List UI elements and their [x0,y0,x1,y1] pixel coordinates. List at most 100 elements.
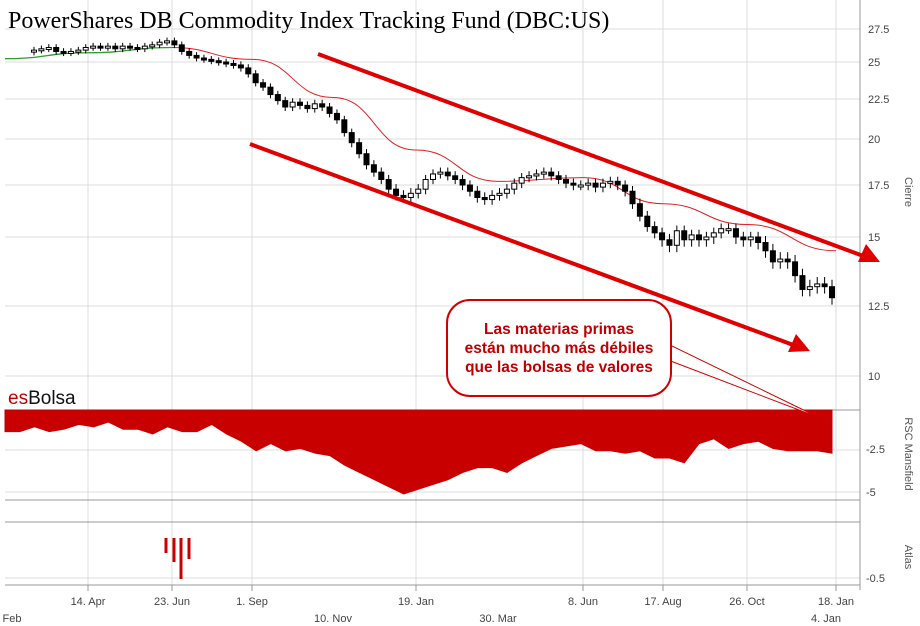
candle-up [607,180,614,184]
brand-name: Bolsa [28,388,76,409]
moving-average-lines [4,46,837,252]
candle-down [829,286,835,299]
candle-up [533,173,540,177]
x-tick-label-top: 18. Jan [818,596,854,608]
candle-down [740,236,747,241]
candle-up [45,46,52,50]
annotation-callout: Las materias primas están mucho más débi… [446,299,672,397]
atlas-bar [179,538,183,574]
candle-up [814,283,821,288]
candle-down [363,153,370,166]
lower-arrow-head [788,334,810,352]
candle-down [356,142,363,155]
candle-up [688,234,695,241]
candle-up [415,188,422,194]
candle-down [252,73,259,84]
rsc-mansfield-area [4,409,833,495]
rsc-area [4,409,833,495]
candle-up [747,236,754,241]
price-tick-label: 25 [868,57,880,69]
candle-up [540,171,547,175]
rsc-axis-label: RSC Mansfield [902,417,914,491]
candle-up [164,40,170,44]
candle-down [614,180,621,186]
x-tick-label-top: 23. Jun [154,596,190,608]
candle-up [496,192,503,196]
candle-up [489,194,496,201]
upper-trend-line [317,52,867,259]
candle-down [304,104,311,110]
candle-down [127,45,134,49]
price-tick-label: 10 [868,371,880,383]
price-axis-label: Cierre [902,177,914,207]
price-tick-label: 27.5 [868,24,889,36]
axis-tick-labels: 10 12.5 15 17.5 20 22.5 25 27.5 -2.5 -5 -0.5 14. Ap… [3,24,890,625]
price-tick-label: 17.5 [868,180,889,192]
candle-down [555,175,562,180]
candle-up [599,182,606,188]
brand-prefix: es [8,388,29,409]
rsc-tick-label: -5 [866,487,876,499]
price-tick-label: 12.5 [868,301,889,313]
rsc-tick-label: -2.5 [866,444,885,456]
candle-down [215,60,222,64]
candle-up [407,192,414,198]
candle-down [237,64,244,69]
candle-down [297,101,303,106]
candle-up [149,44,156,48]
x-tick-label-top: 26. Oct [729,596,764,608]
candle-down [592,182,599,188]
candle-down [245,67,252,75]
candle-down [799,275,806,290]
price-candles [31,37,835,305]
candle-down [282,100,289,108]
candle-down [792,261,799,277]
x-tick-label-bottom: Feb [3,613,22,625]
candle-down [459,178,466,186]
candle-up [82,46,89,51]
candle-down [629,190,636,205]
atlas-axis-label: Atlas [902,544,914,570]
candle-down [260,82,267,88]
x-tick-label-top: 1. Sep [236,596,268,608]
chart-grid [5,0,860,585]
candle-up [725,228,732,232]
price-tick-label: 15 [868,232,880,244]
candle-down [784,258,791,263]
candle-up [430,173,436,180]
atlas-tick-label: -0.5 [866,573,885,585]
candle-down [341,119,348,134]
candle-up [75,49,82,53]
candle-down [186,50,193,56]
candle-down [755,236,762,244]
candle-up [585,182,592,186]
price-tick-label: 22.5 [868,94,889,106]
candle-down [326,106,333,114]
candle-down [444,171,451,177]
atlas-bars [164,538,191,579]
candle-down [681,230,688,241]
candle-down [636,203,643,217]
candle-down [696,234,702,241]
candle-down [112,45,119,50]
x-tick-label-top: 8. Jun [568,596,598,608]
candle-up [518,177,525,184]
callout-pointer [667,343,821,419]
x-tick-label-bottom: 30. Mar [479,613,517,625]
candle-down [393,188,400,196]
candle-down [134,46,141,50]
chart-title: PowerShares DB Commodity Index Tracking … [8,8,610,34]
candle-down [274,94,281,102]
x-tick-label-top: 17. Aug [644,596,681,608]
candle-up [67,50,74,54]
atlas-bar [179,560,183,579]
candle-up [710,232,717,238]
candle-up [31,49,37,53]
candle-down [193,54,200,59]
candle-down [200,57,207,61]
candle-down [385,178,392,190]
candle-down [370,164,377,173]
candle-down [452,175,459,180]
candle-up [526,175,533,179]
atlas-bar [164,538,168,553]
